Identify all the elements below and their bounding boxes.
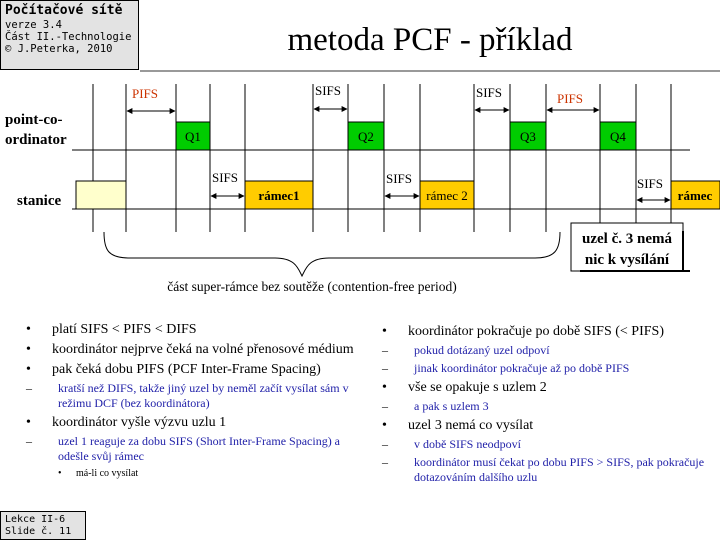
- title-divider: [140, 70, 720, 72]
- list-item: a pak s uzlem 3: [380, 399, 716, 414]
- slide-footer-box: Lekce II-6 Slide č. 11: [0, 511, 86, 540]
- poll-frame-q1-label: Q1: [185, 129, 201, 144]
- callout-text-line2: nic k vysílání: [585, 252, 670, 268]
- pifs-label-1: PIFS: [132, 86, 158, 101]
- list-item: v době SIFS neodpoví: [380, 437, 716, 452]
- sifs-label-2: SIFS: [315, 83, 341, 98]
- list-item: koordinátor nejprve čeká na volné přenos…: [24, 341, 360, 358]
- poll-frame-q3: [509, 121, 547, 151]
- list-item: vše se opakuje s uzlem 2: [380, 379, 716, 396]
- list-item: uzel 3 nemá co vysílat: [380, 417, 716, 434]
- contention-free-brace: [103, 231, 561, 278]
- poll-frame-q2-label: Q2: [358, 129, 374, 144]
- sifs-label-5: SIFS: [637, 176, 663, 191]
- data-frame-1: [244, 180, 314, 210]
- list-item: pokud dotázaný uzel odpoví: [380, 343, 716, 358]
- data-frame-3-label: rámec: [678, 188, 713, 203]
- slide-title: metoda PCF - příklad: [287, 21, 573, 58]
- list-item: koordinátor pokračuje po době SIFS (< PI…: [380, 323, 716, 340]
- pifs-label-2: PIFS: [557, 91, 583, 106]
- list-item: jinak koordinátor pokračuje až po době P…: [380, 361, 716, 376]
- list-item: kratší než DIFS, takže jiný uzel by nemě…: [24, 381, 360, 411]
- list-item: koordinátor musí čekat po dobu PIFS > SI…: [380, 455, 716, 485]
- course-version: verze 3.4: [5, 19, 62, 31]
- poll-frame-q1: [175, 121, 211, 151]
- lecture-number: Lekce II-6: [5, 514, 66, 525]
- sifs-label-4: SIFS: [476, 85, 502, 100]
- brace-label: část super-rámce bez soutěže (contention…: [167, 279, 456, 294]
- callout-text-line1: uzel č. 3 nemá: [582, 231, 672, 247]
- course-part: Část II.-Technologie: [5, 31, 132, 43]
- course-author: © J.Peterka, 2010: [5, 43, 113, 55]
- coordinator-label-line2: ordinator: [5, 132, 67, 148]
- poll-frame-q4: [599, 121, 637, 151]
- list-item: koordinátor vyšle výzvu uzlu 1: [24, 414, 360, 431]
- data-frame-2-label: rámec 2: [426, 188, 468, 203]
- sifs-label-3: SIFS: [386, 171, 412, 186]
- course-title: Počítačové sítě: [5, 3, 123, 18]
- data-frame-1-label: rámec1: [258, 188, 299, 203]
- data-frame-2: [419, 180, 475, 210]
- list-item: platí SIFS < PIFS < DIFS: [24, 321, 360, 338]
- list-item: pak čeká dobu PIFS (PCF Inter-Frame Spac…: [24, 361, 360, 378]
- sifs-label-1: SIFS: [212, 170, 238, 185]
- pcf-timing-diagram: point-co- ordinator stanice Q1 Q2 Q3 Q4 …: [5, 83, 720, 294]
- slide-number: Slide č. 11: [5, 526, 72, 537]
- right-bullet-list: koordinátor pokračuje po době SIFS (< PI…: [380, 323, 716, 488]
- list-item: uzel 1 reaguje za dobu SIFS (Short Inter…: [24, 434, 360, 464]
- left-bullet-list: platí SIFS < PIFS < DIFS koordinátor nej…: [24, 321, 360, 482]
- poll-frame-q4-label: Q4: [610, 129, 626, 144]
- course-info-box: Počítačové sítě verze 3.4 Část II.-Techn…: [0, 0, 139, 70]
- station-label: stanice: [17, 193, 62, 209]
- timeline-ticks: [92, 84, 672, 232]
- data-frame-3: [670, 180, 720, 210]
- idle-medium-box: [75, 180, 127, 210]
- poll-frame-q3-label: Q3: [520, 129, 536, 144]
- coordinator-label-line1: point-co-: [5, 112, 63, 128]
- callout-box: [570, 222, 684, 272]
- list-item: má-li co vysílat: [24, 467, 360, 480]
- poll-frame-q2: [347, 121, 385, 151]
